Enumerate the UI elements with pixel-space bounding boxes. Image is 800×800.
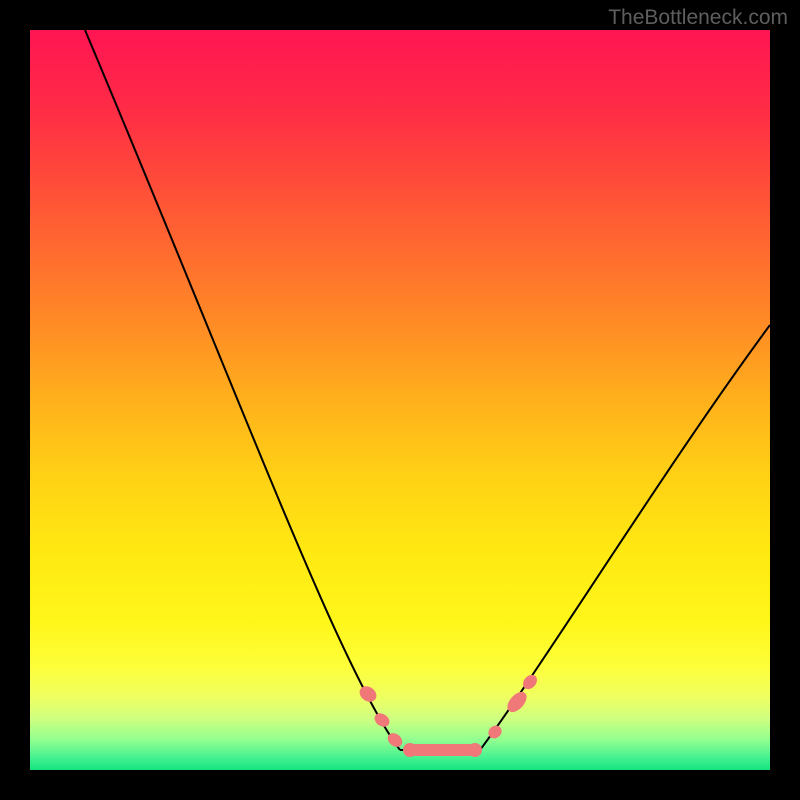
- watermark-text: TheBottleneck.com: [608, 6, 788, 30]
- chart-container: TheBottleneck.com: [0, 0, 800, 800]
- data-markers: [357, 672, 540, 757]
- marker-flat-bar: [410, 744, 475, 756]
- marker-point: [468, 743, 482, 757]
- marker-point: [372, 710, 392, 729]
- curve-left: [85, 30, 400, 750]
- curve-layer: [30, 30, 770, 770]
- marker-point: [403, 743, 417, 757]
- plot-area: [30, 30, 770, 770]
- marker-point: [357, 683, 380, 705]
